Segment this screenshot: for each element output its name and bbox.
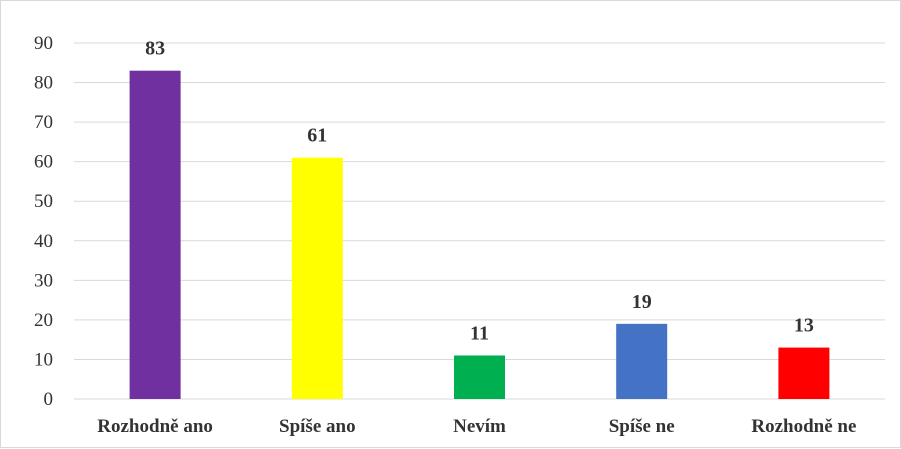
y-tick-label: 80 (34, 73, 53, 94)
data-labels: 83 61 11 19 13 (145, 38, 814, 345)
y-tick-label: 70 (34, 112, 53, 133)
bar (778, 347, 830, 399)
y-tick-label: 20 (34, 310, 53, 331)
category-label: Spíše ano (279, 416, 356, 437)
bar (454, 355, 505, 399)
data-label: 83 (145, 38, 165, 60)
category-label: Rozhodně ne (751, 416, 856, 437)
bar (616, 323, 668, 399)
gridlines (74, 42, 885, 400)
data-label: 61 (307, 125, 327, 147)
category-label: Rozhodně ano (97, 416, 213, 437)
bars (129, 70, 830, 399)
data-label: 19 (632, 291, 652, 313)
category-label: Spíše ne (609, 416, 675, 437)
bar (291, 157, 343, 399)
y-tick-label: 50 (34, 191, 53, 212)
data-label: 13 (794, 315, 814, 337)
y-axis-ticks: 0 10 20 30 40 50 60 70 80 90 (34, 33, 53, 410)
category-label: Nevím (453, 416, 506, 437)
bar (129, 70, 181, 399)
y-tick-label: 90 (34, 33, 53, 54)
y-tick-label: 0 (44, 389, 54, 410)
data-label: 11 (470, 322, 489, 344)
y-tick-label: 30 (34, 270, 53, 291)
y-tick-label: 40 (34, 231, 53, 252)
y-tick-label: 10 (34, 349, 53, 370)
x-axis-categories: Rozhodně ano Spíše ano Nevím Spíše ne Rozhod… (97, 416, 856, 437)
y-tick-label: 60 (34, 152, 53, 173)
